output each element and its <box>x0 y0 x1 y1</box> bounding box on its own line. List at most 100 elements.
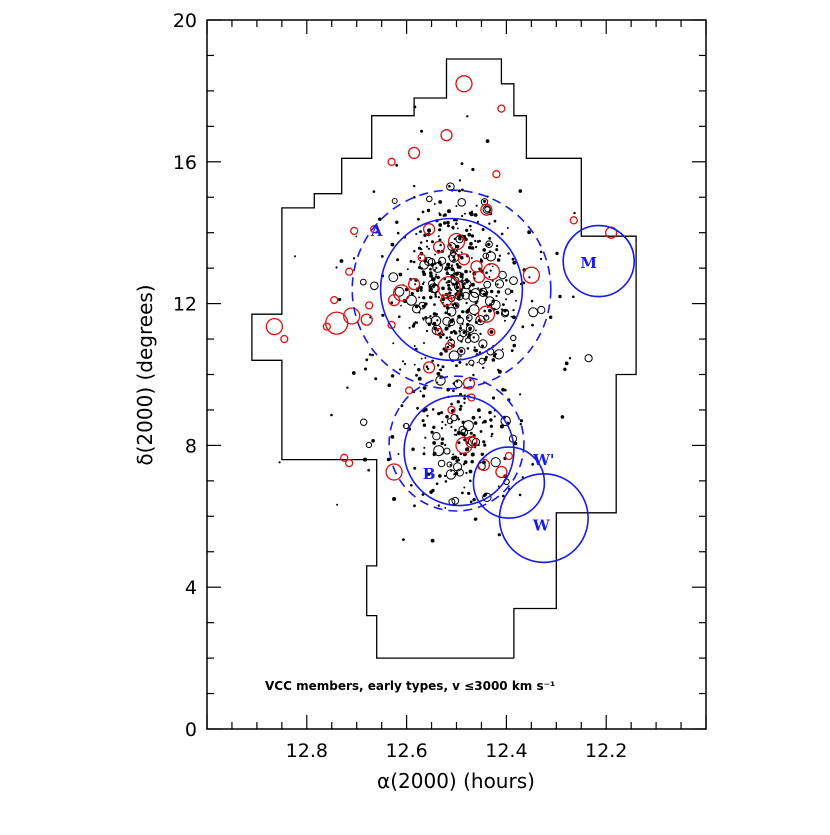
galaxy-point <box>434 275 437 278</box>
galaxy-point <box>432 441 436 445</box>
galaxy-point <box>469 500 473 504</box>
galaxy-point <box>425 329 429 333</box>
galaxy-point <box>531 462 535 466</box>
galaxy-point <box>455 219 458 222</box>
galaxy-point <box>451 496 460 505</box>
galaxy-point <box>539 250 543 254</box>
red-galaxy-point <box>444 341 454 351</box>
galaxy-point <box>489 269 492 272</box>
galaxy-point <box>495 310 500 315</box>
galaxy-point <box>433 262 437 265</box>
galaxy-point <box>468 304 480 316</box>
galaxy-point <box>450 402 453 406</box>
galaxy-point <box>413 466 417 470</box>
y-tick-label: 8 <box>185 435 197 457</box>
region-circle-Wprime <box>472 446 546 519</box>
galaxy-point <box>453 237 457 241</box>
galaxy-point <box>346 386 349 389</box>
galaxy-point <box>454 428 457 432</box>
y-axis-title: δ(2000) (degrees) <box>133 284 157 465</box>
galaxy-point <box>446 307 457 317</box>
galaxy-point <box>511 257 515 261</box>
galaxy-point <box>505 279 508 282</box>
galaxy-point <box>560 415 565 419</box>
galaxy-point <box>447 283 451 287</box>
galaxy-point <box>474 320 478 324</box>
galaxy-point <box>456 227 459 230</box>
galaxy-point <box>463 397 466 400</box>
galaxy-point <box>462 330 466 335</box>
galaxy-point <box>473 517 477 521</box>
galaxy-point <box>496 258 501 262</box>
galaxy-point <box>465 471 468 475</box>
galaxy-point <box>564 361 569 366</box>
galaxy-point <box>470 257 473 259</box>
red-galaxy-point <box>392 284 411 302</box>
galaxy-point <box>490 435 493 438</box>
galaxy-point <box>494 279 505 289</box>
galaxy-point <box>469 270 472 273</box>
galaxy-point <box>387 383 392 388</box>
galaxy-point <box>418 311 421 314</box>
galaxy-point <box>480 452 484 456</box>
red-galaxy-point <box>455 75 473 93</box>
galaxy-point <box>513 441 518 446</box>
galaxy-point <box>409 259 413 263</box>
galaxy-point <box>461 420 465 424</box>
galaxy-point <box>488 237 492 240</box>
galaxy-point <box>459 275 462 278</box>
red-galaxy-point <box>432 240 446 254</box>
red-galaxy-point <box>472 270 486 284</box>
red-galaxy-point <box>522 266 541 284</box>
galaxy-point <box>352 257 356 260</box>
galaxy-point <box>460 279 463 282</box>
galaxy-point <box>390 374 395 378</box>
galaxy-point <box>359 278 367 286</box>
galaxy-point <box>504 288 512 295</box>
galaxy-point <box>390 435 395 439</box>
galaxy-point <box>495 294 498 298</box>
galaxy-point <box>438 256 447 265</box>
galaxy-point <box>419 390 422 393</box>
galaxy-point <box>461 188 464 192</box>
galaxy-point <box>439 335 443 339</box>
galaxy-point <box>454 282 459 286</box>
galaxy-point <box>437 504 440 507</box>
galaxy-point <box>463 460 468 465</box>
galaxy-point <box>443 447 451 455</box>
galaxy-point <box>518 493 522 497</box>
galaxy-point <box>355 235 358 238</box>
galaxy-point <box>459 329 468 338</box>
galaxy-point <box>460 251 463 254</box>
galaxy-point <box>469 332 480 343</box>
galaxy-point <box>454 271 459 276</box>
galaxy-point <box>395 163 399 167</box>
galaxy-point <box>481 228 485 231</box>
galaxy-point <box>439 243 442 247</box>
galaxy-point <box>470 460 474 464</box>
galaxy-point <box>428 285 432 289</box>
galaxy-point <box>459 324 462 327</box>
galaxy-point <box>419 289 423 292</box>
galaxy-point <box>491 299 495 303</box>
galaxy-point <box>451 225 455 229</box>
galaxy-point <box>503 388 507 392</box>
galaxy-point <box>459 272 464 277</box>
galaxy-point <box>368 353 372 356</box>
galaxy-point <box>447 266 451 270</box>
galaxy-point <box>452 389 455 393</box>
red-galaxy-point <box>455 436 473 455</box>
galaxy-point <box>424 407 428 412</box>
galaxy-point <box>423 297 426 300</box>
galaxy-point <box>518 189 523 193</box>
galaxy-point <box>481 344 484 348</box>
galaxy-point <box>421 282 425 286</box>
galaxy-point <box>432 262 443 273</box>
red-galaxy-point <box>437 275 461 300</box>
galaxy-point <box>394 286 405 297</box>
x-tick-label: 12.6 <box>385 740 427 762</box>
galaxy-point <box>432 285 435 289</box>
red-galaxy-point <box>407 277 421 291</box>
galaxy-point <box>457 458 461 462</box>
galaxy-point <box>436 319 439 322</box>
